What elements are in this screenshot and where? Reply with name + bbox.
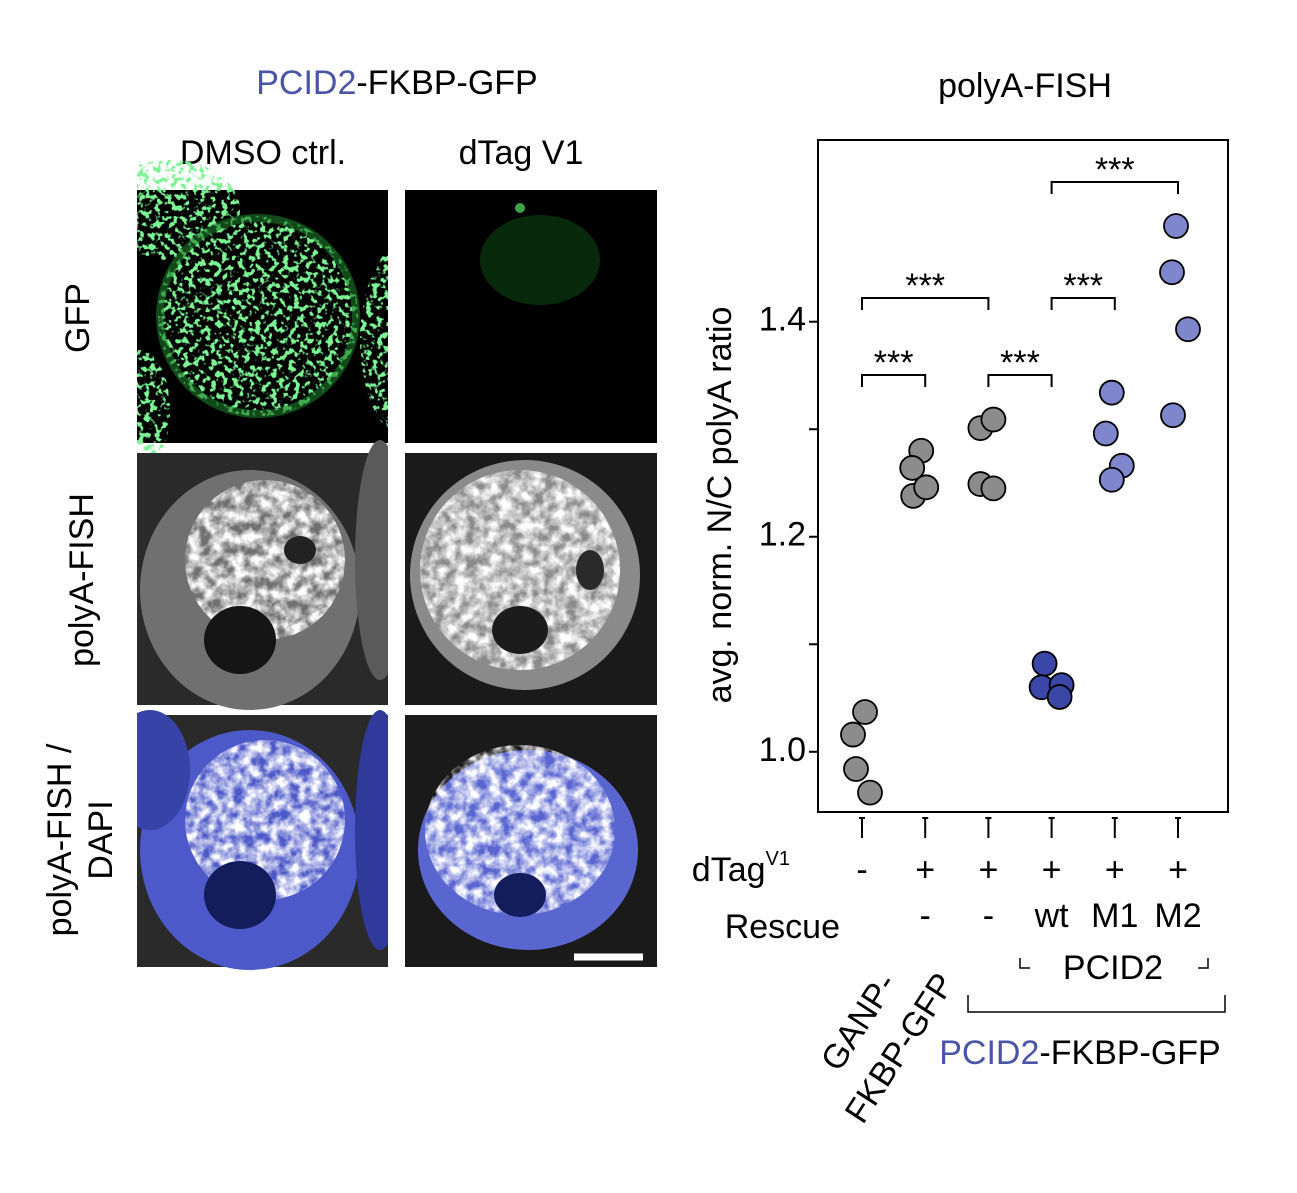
group-label: PCID2: [1063, 949, 1163, 987]
significance-bracket: [1050, 297, 1116, 310]
column-label: dTag V1: [459, 134, 584, 172]
row-label: polyA-FISH /: [41, 743, 79, 936]
y-axis-label: avg. norm. N/C polyA ratio: [701, 307, 739, 704]
row-label: dTagV1: [692, 848, 790, 889]
micrograph-panel: [137, 710, 388, 970]
significance-label: ***: [905, 267, 945, 305]
significance-label: ***: [1063, 267, 1103, 305]
data-point: [1092, 420, 1119, 447]
significance-label: ***: [874, 344, 914, 382]
data-point: [1160, 402, 1186, 429]
micrograph-panel: [137, 440, 388, 710]
significance-bracket: [861, 374, 927, 387]
data-point: [1159, 259, 1185, 286]
data-point: [843, 756, 869, 782]
significance-bracket: [861, 297, 990, 310]
data-point: [840, 721, 866, 748]
construct: -FKBP-GFP: [356, 64, 537, 102]
data-point: [852, 699, 878, 725]
superscript: V1: [766, 848, 790, 870]
row-label: DAPI: [82, 800, 120, 879]
data-point: [899, 455, 926, 481]
group-label: PCID2-FKBP-GFP: [939, 1034, 1220, 1072]
y-tick-label: 1.4: [759, 301, 806, 339]
group-bracket: [967, 995, 1226, 1013]
row-label: Rescue: [725, 908, 840, 946]
data-point: [1098, 466, 1125, 493]
chart-title: polyA-FISH: [938, 67, 1112, 105]
micrograph-panel: [405, 190, 657, 443]
x-tick-label: +: [978, 851, 998, 889]
rescue-label: -: [983, 897, 994, 935]
micrograph-panel: [137, 160, 388, 470]
data-point: [980, 475, 1007, 502]
data-point: [1031, 650, 1058, 677]
plot-frame: [817, 139, 1229, 813]
group-bracket: [1019, 958, 1209, 969]
protein: PCID2: [939, 1034, 1039, 1072]
micrograph-panel: [405, 453, 657, 705]
data-point: [913, 474, 940, 501]
protein: PCID2: [256, 64, 356, 102]
figure-title: PCID2-FKBP-GFP: [256, 64, 537, 102]
y-tick-label: 1.0: [759, 731, 806, 769]
data-point: [857, 779, 883, 806]
data-point: [1163, 213, 1189, 239]
row-label: GFP: [59, 283, 97, 353]
x-tick-label: +: [1105, 851, 1125, 889]
data-point: [980, 406, 1007, 433]
rescue-label: -: [920, 897, 931, 935]
column-label: DMSO ctrl.: [180, 134, 346, 172]
data-point: [1175, 316, 1201, 343]
significance-label: ***: [1095, 151, 1135, 189]
rescue-label: M1: [1091, 897, 1138, 935]
construct: -FKBP-GFP: [1039, 1034, 1220, 1072]
x-tick-label: +: [1042, 851, 1062, 889]
row-label: polyA-FISH: [63, 493, 101, 667]
significance-label: ***: [1000, 344, 1040, 382]
y-tick-label: 1.2: [759, 516, 806, 554]
rescue-label: M2: [1154, 897, 1201, 935]
x-tick-label: +: [915, 851, 935, 889]
rescue-label: wt: [1034, 897, 1070, 935]
micrograph-panel: [405, 715, 657, 967]
x-tick-label: -: [856, 851, 867, 889]
data-point: [1098, 379, 1125, 406]
dtag: dTag: [692, 851, 766, 889]
significance-bracket: [987, 374, 1053, 387]
significance-bracket: [1050, 181, 1179, 194]
data-point: [1046, 684, 1073, 710]
x-tick-label: +: [1168, 851, 1188, 889]
